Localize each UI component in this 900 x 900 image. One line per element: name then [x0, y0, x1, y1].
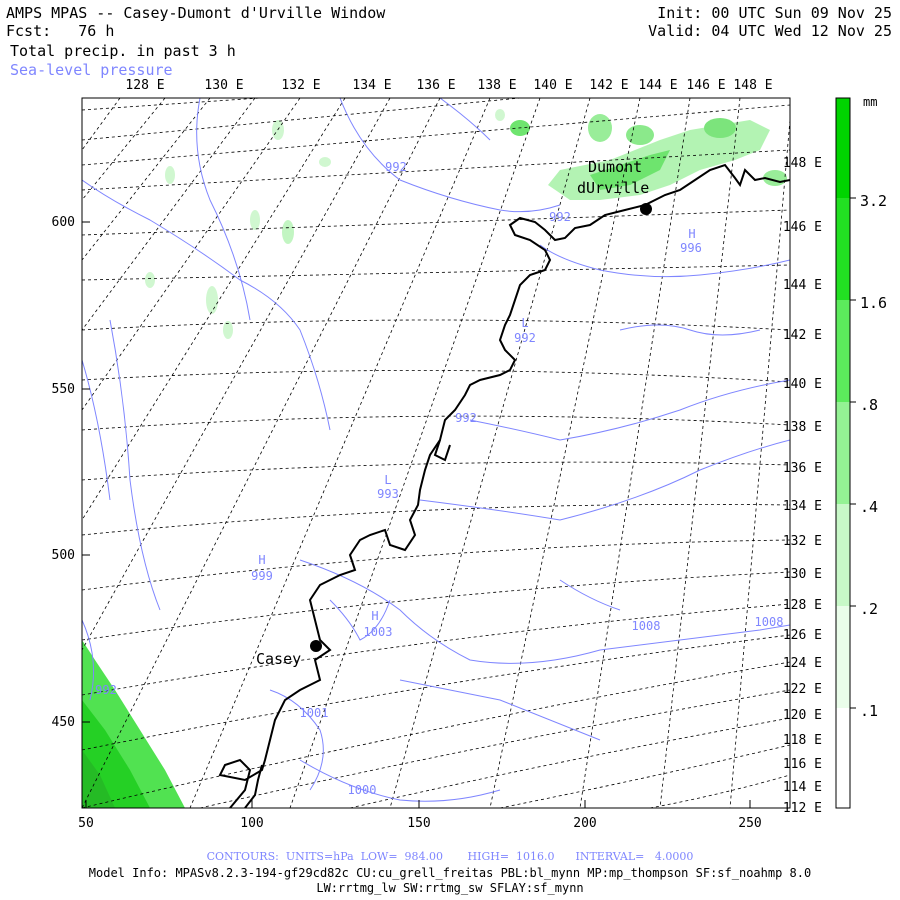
pressure-label: 1000	[348, 783, 377, 797]
colorbar-unit: mm	[863, 95, 877, 109]
right-lon-labels: 148 E 146 E 144 E 142 E 140 E 138 E 136 …	[783, 156, 822, 816]
lon-label: 144 E	[783, 278, 822, 293]
lon-label: 146 E	[783, 220, 822, 235]
lon-label: 138 E	[477, 78, 516, 93]
colorbar-label: 3.2	[860, 192, 887, 210]
lon-label: 140 E	[783, 377, 822, 392]
pressure-contours	[82, 98, 790, 802]
pressure-labels: 992 992 H 996 L 992 992 L 993 H 999 H 10…	[95, 160, 783, 797]
lon-label: 138 E	[783, 420, 822, 435]
model-info: Model Info: MPASv8.2.3-194-gf29cd82c CU:…	[88, 866, 812, 880]
lon-label: 148 E	[733, 78, 772, 93]
y-axis-labels: 600 550 500 450	[52, 215, 75, 730]
pressure-label: 1003	[364, 625, 393, 639]
pressure-label: 992	[549, 210, 571, 224]
lon-label: 118 E	[783, 733, 822, 748]
colorbar-label: .1	[860, 702, 878, 720]
precip-shading	[82, 109, 787, 808]
casey-marker-icon[interactable]	[310, 640, 322, 652]
x-tick-label: 250	[738, 816, 761, 831]
model-info-2: LW:rrtmg_lw SW:rrtmg_sw SFLAY:sf_mynn	[316, 881, 584, 895]
pressure-letter: H	[258, 553, 265, 567]
lon-label: 126 E	[783, 628, 822, 643]
pressure-label: 996	[680, 241, 702, 255]
lon-label: 148 E	[783, 156, 822, 171]
colorbar-label: .4	[860, 498, 878, 516]
lon-label: 124 E	[783, 656, 822, 671]
pressure-letter: L	[521, 316, 528, 330]
lon-label: 134 E	[352, 78, 391, 93]
colorbar-label: .8	[860, 396, 878, 414]
y-tick-label: 500	[52, 548, 75, 563]
x-tick-label: 200	[573, 816, 596, 831]
lon-label: 112 E	[783, 801, 822, 816]
pressure-letter: H	[688, 227, 695, 241]
map-frame	[81, 97, 791, 809]
lon-label: 130 E	[783, 567, 822, 582]
x-tick-label: 150	[407, 816, 430, 831]
init-time: Init: 00 UTC Sun 09 Nov 25	[657, 4, 892, 22]
lon-label: 142 E	[783, 328, 822, 343]
lon-label: 130 E	[204, 78, 243, 93]
field-name: Total precip. in past 3 h	[10, 42, 236, 60]
station-dumont-durville[interactable]: Dumont dUrville	[577, 158, 652, 215]
pressure-letter: L	[384, 473, 391, 487]
x-tick-label: 50	[78, 816, 94, 831]
lon-label: 136 E	[416, 78, 455, 93]
fcst-value: 76 h	[78, 22, 115, 40]
pressure-label: 993	[377, 487, 399, 501]
station-casey[interactable]: Casey	[256, 640, 322, 668]
map-title: AMPS MPAS -- Casey-Dumont d'Urville Wind…	[6, 4, 386, 22]
lon-label: 146 E	[686, 78, 725, 93]
lon-label: 132 E	[281, 78, 320, 93]
contour-info: CONTOURS: UNITS=hPa LOW= 984.00 HIGH= 10…	[206, 850, 694, 863]
y-tick-label: 550	[52, 382, 75, 397]
fcst-label: Fcst:	[6, 22, 52, 40]
colorbar-label: .2	[860, 600, 878, 618]
valid-time: Valid: 04 UTC Wed 12 Nov 25	[648, 22, 892, 40]
top-lon-labels: 128 E 130 E 132 E 134 E 136 E 138 E 140 …	[125, 78, 772, 93]
dumont-label-line1: Dumont	[588, 158, 642, 176]
pressure-label: 999	[251, 569, 273, 583]
pressure-letter: H	[371, 609, 378, 623]
y-tick-label: 450	[52, 715, 75, 730]
graticule	[82, 98, 790, 808]
lon-label: 128 E	[783, 598, 822, 613]
lon-label: 134 E	[783, 499, 822, 514]
pressure-label: 992	[385, 160, 407, 174]
lon-label: 122 E	[783, 682, 822, 697]
lon-label: 140 E	[533, 78, 572, 93]
pressure-label: 992	[514, 331, 536, 345]
precip-colorbar: mm 3.2 1.6 .8 .4 .2 .1	[835, 95, 887, 809]
forecast-hour: Fcst: 76 h	[6, 22, 114, 40]
pressure-label: 992	[455, 411, 477, 425]
pressure-label: 992	[95, 683, 117, 697]
colorbar-label: 1.6	[860, 294, 887, 312]
pressure-label: 1001	[300, 706, 329, 720]
lon-label: 132 E	[783, 534, 822, 549]
casey-label: Casey	[256, 650, 301, 668]
coastline	[218, 163, 790, 808]
pressure-label: 1008	[632, 619, 661, 633]
x-tick-label: 100	[240, 816, 263, 831]
lon-label: 116 E	[783, 757, 822, 772]
dumont-durville-marker-icon[interactable]	[640, 203, 652, 215]
lon-label: 114 E	[783, 780, 822, 795]
lon-label: 128 E	[125, 78, 164, 93]
pressure-label: 1008	[755, 615, 784, 629]
y-tick-label: 600	[52, 215, 75, 230]
overlay-name: Sea-level pressure	[10, 61, 173, 79]
lon-label: 142 E	[589, 78, 628, 93]
lon-label: 120 E	[783, 708, 822, 723]
lon-label: 136 E	[783, 461, 822, 476]
axis-ticks	[82, 221, 751, 808]
lon-label: 144 E	[638, 78, 677, 93]
dumont-label-line2: dUrville	[577, 179, 649, 197]
x-axis-labels: 50 100 150 200 250	[78, 816, 762, 831]
